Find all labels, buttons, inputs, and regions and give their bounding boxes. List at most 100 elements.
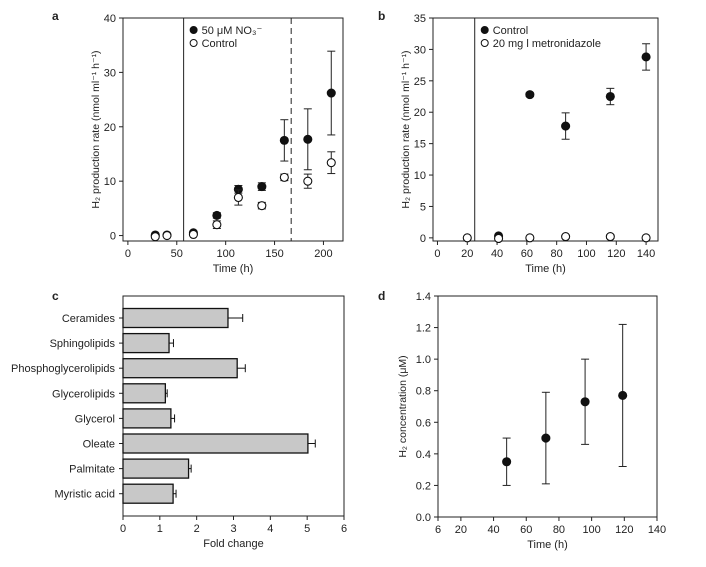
open-point <box>257 201 267 211</box>
y-tick-label: 0.0 <box>416 512 431 524</box>
y-tick-label: 0.6 <box>416 417 431 429</box>
legend-marker <box>189 39 198 47</box>
legend-label: 50 μM NO₃⁻ <box>202 25 263 37</box>
open-point <box>641 233 651 243</box>
filled-point <box>212 210 222 220</box>
y-axis-label: H₂ production rate (nmol ml⁻¹ h⁻¹) <box>90 50 102 208</box>
x-tick-label: 0 <box>125 248 131 260</box>
panel-d: d 6 20 40 60 80 100 120 140 Time (h) 0.0 0.2 0.4 0.6 0… <box>378 289 666 551</box>
x-tick-label: 150 <box>265 248 283 260</box>
x-axis-label: Time (h) <box>527 539 568 551</box>
y-tick-label: 0.4 <box>416 449 431 461</box>
plot-frame <box>432 17 659 242</box>
bar <box>122 307 229 329</box>
open-point <box>188 229 198 240</box>
legend-label: Control <box>493 25 528 37</box>
x-tick-label: 6 <box>341 523 347 535</box>
y-tick-label: 1.0 <box>416 354 431 366</box>
open-point <box>525 233 535 243</box>
x-tick-label: 100 <box>577 248 595 260</box>
category-label: Oleate <box>83 439 115 451</box>
x-axis-label: Time (h) <box>525 263 566 275</box>
plot-frame <box>437 295 658 518</box>
filled-point <box>303 134 313 144</box>
x-tick-label: 1 <box>157 523 163 535</box>
x-tick-label: 0 <box>120 523 126 535</box>
category-label: Glycerol <box>75 413 115 425</box>
x-tick-label: 120 <box>607 248 625 260</box>
y-tick-label: 0.8 <box>416 386 431 398</box>
x-tick-label: 20 <box>455 524 467 536</box>
y-tick-label: 10 <box>104 176 116 188</box>
filled-point <box>618 390 628 401</box>
open-point <box>303 176 313 186</box>
x-tick-label: 140 <box>648 524 666 536</box>
filled-point <box>541 433 551 443</box>
x-tick-label: 0 <box>434 248 440 260</box>
filled-point <box>605 91 615 102</box>
x-tick-label: 40 <box>491 248 503 260</box>
legend-marker <box>480 26 489 34</box>
plot-frame <box>122 17 344 242</box>
legend-label: 20 mg l metronidazole <box>493 38 601 50</box>
y-tick-label: 35 <box>414 13 426 25</box>
x-tick-label: 100 <box>582 524 600 536</box>
panel-label: a <box>52 9 59 23</box>
bar <box>122 458 190 479</box>
category-label: Myristic acid <box>54 489 115 501</box>
x-tick-label: 40 <box>487 524 499 536</box>
y-tick-label: 0.2 <box>416 480 431 492</box>
y-tick-label: 20 <box>104 122 116 134</box>
x-tick-label: 3 <box>230 523 236 535</box>
category-label: Palmitate <box>69 464 115 476</box>
open-point <box>212 220 222 230</box>
y-axis-label: H₂ concentration (μM) <box>397 355 409 457</box>
open-point <box>150 232 160 242</box>
y-tick-label: 0 <box>420 233 426 245</box>
bar <box>122 483 174 504</box>
x-tick-label: 200 <box>314 248 332 260</box>
filled-point <box>257 182 267 192</box>
open-point <box>462 233 472 243</box>
open-point <box>162 231 172 241</box>
legend-marker <box>189 26 198 34</box>
y-axis-label: H₂ production rate (nmol ml⁻¹ h⁻¹) <box>400 50 412 208</box>
y-tick-label: 5 <box>420 201 426 213</box>
x-tick-label: 140 <box>637 248 655 260</box>
y-tick-label: 0 <box>110 231 116 243</box>
bar <box>122 358 238 379</box>
filled-point <box>326 88 336 98</box>
bar <box>122 332 170 354</box>
filled-point <box>279 135 289 145</box>
panel-a: a 0 50 100 150 200 Time (h) 0 10 20 30 40 H₂ product… <box>52 9 344 275</box>
legend-marker <box>480 39 489 47</box>
filled-point <box>641 52 651 62</box>
x-tick-label: 5 <box>304 523 310 535</box>
panel-label: b <box>378 9 385 23</box>
y-tick-label: 20 <box>414 107 426 119</box>
open-point <box>605 232 615 242</box>
open-point <box>494 233 504 244</box>
bar <box>122 383 167 404</box>
category-label: Ceramides <box>62 313 116 325</box>
y-tick-label: 1.2 <box>416 323 431 335</box>
plot-frame <box>122 295 345 517</box>
y-tick-label: 30 <box>414 44 426 56</box>
y-tick-label: 1.4 <box>416 291 431 303</box>
y-tick-label: 10 <box>414 170 426 182</box>
x-tick-label: 60 <box>520 524 532 536</box>
x-axis-label: Time (h) <box>213 263 254 275</box>
x-tick-label: 2 <box>194 523 200 535</box>
x-tick-label: 20 <box>461 248 473 260</box>
filled-point <box>580 397 590 407</box>
open-point <box>233 192 243 203</box>
legend-label: Control <box>202 38 237 50</box>
category-label: Glycerolipids <box>52 388 115 400</box>
y-tick-label: 30 <box>104 67 116 79</box>
x-tick-label: 4 <box>267 523 273 535</box>
filled-point <box>525 90 535 100</box>
filled-point <box>502 457 512 467</box>
x-tick-label: 100 <box>216 248 234 260</box>
